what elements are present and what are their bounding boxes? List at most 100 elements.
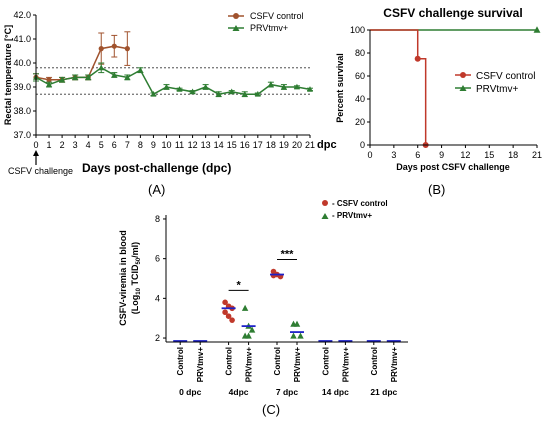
b-point-1: [533, 26, 541, 33]
a-xtick-label: 8: [138, 140, 143, 150]
b-xtick-label: 9: [439, 150, 444, 160]
legend-item-b-csfv-control: CSFV control: [455, 71, 535, 82]
c-subgroup-label: PRVtmv+: [196, 347, 205, 383]
panel-a-x-unit: dpc: [317, 139, 337, 151]
a-xtick-label: 3: [73, 140, 78, 150]
panel-c-plot: 2 4 6 8 Control PRVtmv+ 0 dpc Control PRVtmv+ 4dp…: [155, 214, 401, 397]
a-point-1: [72, 74, 79, 80]
c-subgroup-label: PRVtmv+: [390, 347, 399, 383]
c-point-0: [222, 299, 228, 306]
c-subgroup-label: PRVtmv+: [245, 347, 254, 383]
b-ytick-label: 100: [350, 25, 365, 35]
b-ytick-label: 20: [355, 117, 365, 127]
a-point-1: [150, 90, 157, 97]
c-ytick-label: 4: [155, 293, 160, 303]
c-subgroup-label: PRVtmv+: [341, 347, 350, 383]
a-point-1: [189, 88, 196, 95]
a-point-1: [307, 86, 313, 92]
a-xtick-label: 11: [175, 140, 184, 150]
c-group-label: 21 dpc: [370, 387, 397, 397]
c-group-label: 4dpc: [229, 387, 249, 397]
a-ytick-label: 38.0: [13, 106, 31, 116]
c-point-0: [270, 272, 277, 279]
svg-text:- CSFV control: - CSFV control: [332, 199, 388, 208]
panel-a-label: (A): [148, 182, 165, 197]
a-xtick-label: 18: [266, 140, 276, 150]
a-xtick-label: 9: [151, 140, 156, 150]
a-point-1: [280, 83, 287, 90]
legend-item-b-prvtmv: PRVtmv+: [455, 84, 518, 95]
a-xtick-label: 15: [227, 140, 237, 150]
a-point-0: [46, 77, 52, 83]
panel-a: 37.038.039.040.041.042.00 1 2 3 4 5 6 7 8 9 10 11 12…: [3, 10, 337, 197]
c-point-0: [225, 313, 232, 320]
c-subgroup-label: Control: [225, 347, 234, 375]
a-ytick-label: 39.0: [13, 82, 31, 92]
a-point-1: [254, 90, 261, 97]
challenge-arrow: [33, 150, 39, 165]
legend-item-csfv-control: CSFV control: [228, 11, 304, 21]
b-xtick-label: 3: [391, 150, 396, 160]
a-xtick-label: 16: [240, 140, 250, 150]
b-ytick-label: 60: [355, 71, 365, 81]
c-point-0: [222, 309, 228, 316]
a-point-1: [124, 74, 131, 80]
panel-b-title: CSFV challenge survival: [383, 6, 522, 20]
c-subgroup-label: Control: [176, 347, 185, 375]
panel-c-legend: - CSFV control - PRVtmv+: [321, 199, 388, 220]
c-point-1: [241, 304, 249, 311]
c-point-1: [290, 332, 297, 339]
c-group-label: 14 dpc: [322, 387, 349, 397]
a-point-0: [98, 46, 104, 52]
a-ytick-label: 41.0: [13, 34, 31, 44]
a-point-1: [163, 83, 170, 90]
c-point-0: [229, 317, 235, 323]
b-xtick-label: 12: [460, 150, 470, 160]
a-point-1: [59, 76, 66, 83]
c-ytick-label: 8: [155, 214, 160, 224]
b-ytick-label: 80: [355, 48, 365, 58]
a-point-1: [267, 81, 274, 87]
a-point-1: [98, 64, 105, 71]
panel-c-label: (C): [262, 402, 280, 417]
a-point-1: [111, 71, 118, 78]
a-point-1: [85, 74, 92, 80]
panel-c-ylabel-line2: (Log10 TCID50/ml): [130, 242, 142, 314]
panel-b-xlabel: Days post CSFV challenge: [396, 162, 510, 172]
a-xtick-label: 4: [86, 140, 91, 150]
a-xtick-label: 21: [305, 140, 315, 150]
a-point-1: [176, 86, 183, 92]
a-xtick-label: 12: [188, 140, 198, 150]
a-ytick-label: 42.0: [13, 10, 31, 20]
legend-item-c-prvtmv: - PRVtmv+: [321, 211, 372, 220]
a-series-line-1: [35, 66, 311, 96]
c-subgroup-label: Control: [321, 347, 330, 375]
a-xtick-label: 0: [33, 140, 38, 150]
panel-b: CSFV challenge survival 0 20 40 60 80 100 0 3 6 9…: [335, 6, 542, 197]
c-subgroup-label: Control: [273, 347, 282, 375]
c-significance-label: *: [236, 279, 241, 291]
challenge-label: CSFV challenge: [8, 166, 73, 176]
panel-c-ylabel-line1: CSFV-viremia in blood: [118, 230, 128, 326]
c-ytick-label: 6: [155, 254, 160, 264]
a-point-1: [293, 83, 300, 90]
a-point-1: [241, 90, 248, 97]
a-point-1: [137, 66, 144, 73]
a-xtick-label: 2: [60, 140, 65, 150]
c-significance-label: ***: [281, 249, 295, 261]
legend-item-prvtmv: PRVtmv+: [228, 23, 288, 33]
a-xtick-label: 7: [125, 140, 130, 150]
svg-text:CSFV control: CSFV control: [250, 11, 304, 21]
c-ytick-label: 2: [155, 333, 160, 343]
c-group-label: 7 dpc: [276, 387, 298, 397]
b-xtick-label: 15: [484, 150, 494, 160]
a-ytick-label: 37.0: [13, 130, 31, 140]
a-point-1: [46, 81, 53, 87]
c-group-label: 0 dpc: [179, 387, 201, 397]
a-point-1: [202, 83, 209, 90]
a-xtick-label: 10: [161, 140, 171, 150]
b-xtick-label: 18: [508, 150, 518, 160]
b-ytick-label: 40: [355, 94, 365, 104]
a-xtick-label: 1: [47, 140, 52, 150]
